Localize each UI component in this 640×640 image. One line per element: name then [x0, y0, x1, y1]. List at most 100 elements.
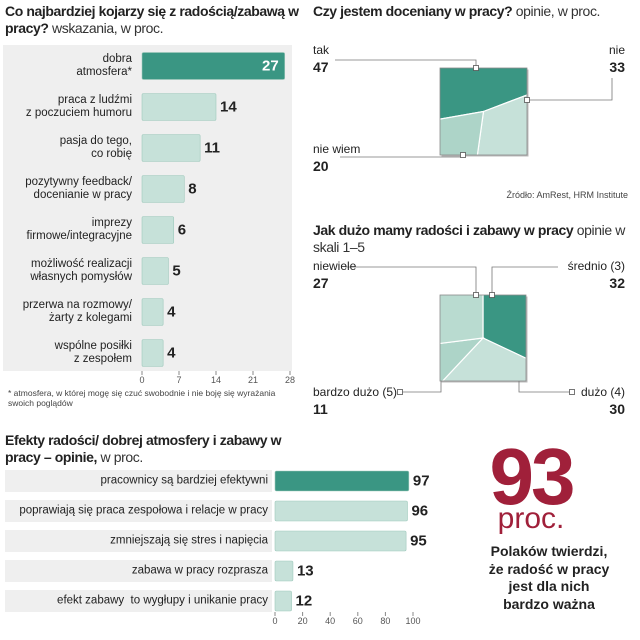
chart-heading: Czy jestem doceniany w pracy? opinie, w … [313, 3, 633, 20]
value-label: 97 [412, 472, 430, 490]
slice-label: nie wiem [313, 142, 361, 156]
category-label: imprezy firmowe/integracyjne [26, 216, 132, 242]
chart-heading: Co najbardziej kojarzy się z radością/za… [5, 3, 305, 37]
x-tick-label: 40 [325, 616, 336, 626]
x-tick-label: 80 [380, 616, 391, 626]
category-label: poprawiają się praca zespołowa i relacje… [19, 504, 268, 517]
chart-title: Czy jestem doceniany w pracy? [313, 3, 513, 19]
value-label: 4 [167, 344, 176, 362]
leader-line [335, 59, 477, 68]
slice-value: 32 [609, 275, 625, 291]
leader-marker [569, 389, 575, 395]
category-label: wspólne posiłki z zespołem [54, 339, 132, 365]
chart-subtitle: opinie, w proc. [515, 3, 601, 19]
slice-label: tak [313, 43, 330, 57]
bar [141, 175, 185, 203]
square-pie [440, 68, 527, 155]
callout-number: 93 [489, 432, 576, 521]
category-label: zmniejszają się stres i napięcia [110, 534, 268, 547]
leader-marker [397, 389, 403, 395]
value-label: 6 [177, 221, 187, 239]
bar [274, 590, 292, 612]
slice [440, 295, 484, 345]
value-label: 4 [167, 303, 176, 321]
slice-value: 33 [609, 59, 625, 75]
leader-line [527, 78, 613, 101]
category-label: pracownicy są bardziej efektywni [100, 474, 268, 487]
category-label: efekt zabawy to wygłupy i unikanie pracy [57, 594, 268, 607]
x-tick-label: 7 [176, 375, 182, 385]
bar [274, 560, 294, 582]
slice-value: 27 [313, 275, 329, 291]
callout-unit: proc. [497, 502, 565, 535]
bar [141, 298, 164, 326]
chart-title: Co najbardziej kojarzy się z radością/za… [5, 3, 299, 36]
chart-subtitle: wskazania, w proc. [52, 20, 164, 36]
x-tick-label: 20 [297, 616, 308, 626]
category-label: możliwość realizacji własnych pomysłów [30, 257, 132, 283]
row-background [5, 560, 272, 582]
source: Źródło: AmRest, HRM Institute [506, 190, 628, 200]
value-label: 96 [411, 502, 429, 520]
chart-subtitle: opinie w skali 1–5 [313, 222, 625, 255]
leader-marker [524, 97, 530, 103]
value-label: 14 [220, 98, 237, 116]
bar [141, 52, 286, 80]
leader-marker [473, 65, 479, 71]
slice [440, 68, 527, 120]
x-tick-label: 21 [247, 375, 259, 385]
slice [440, 110, 485, 155]
row-background [5, 500, 272, 522]
leader-line [491, 266, 558, 295]
callout-text: Polaków twierdzi, że radość w pracy jest… [488, 543, 610, 612]
slice [440, 337, 485, 381]
square-border [439, 67, 528, 156]
slice-value: 20 [313, 158, 329, 174]
x-tick-label: 14 [210, 375, 222, 385]
leader-marker [473, 292, 479, 298]
square-pie [440, 295, 526, 381]
chart-heading: Efekty radości/ dobrej atmosfery i zabaw… [5, 432, 305, 466]
category-label: zabawa w pracy rozprasza [131, 564, 268, 577]
row-background [5, 590, 272, 612]
bar [141, 257, 169, 285]
x-tick-label: 100 [405, 616, 421, 626]
row-background [5, 530, 272, 552]
chart-heading: Jak dużo mamy radości i zabawy w pracy o… [313, 222, 633, 256]
value-label: 5 [172, 262, 181, 280]
leader-marker [460, 152, 466, 158]
x-tick-label: 28 [284, 375, 296, 385]
slice [441, 337, 526, 381]
slice-value: 47 [313, 59, 329, 75]
leader-line [518, 381, 572, 393]
row-background [5, 470, 272, 492]
x-tick-label: 60 [352, 616, 363, 626]
value-label: 11 [204, 139, 220, 157]
value-label: 27 [262, 57, 279, 75]
value-label: 13 [296, 562, 314, 580]
bar [274, 470, 410, 492]
bar [141, 339, 164, 367]
value-label: 8 [188, 180, 197, 198]
footnote: * atmosfera, w której mogę się czuć swob… [8, 388, 276, 408]
category-label: pozytywny feedback/ docenianie w pracy [25, 175, 132, 201]
chart-title: Efekty radości/ dobrej atmosfery i zabaw… [5, 432, 282, 465]
slice-value: 11 [313, 401, 328, 417]
category-label: pasja do tego, co robię [59, 134, 132, 160]
slice [476, 94, 527, 155]
bar [141, 93, 217, 121]
slice-label: dużo (4) [580, 385, 625, 399]
x-tick-label: 0 [139, 375, 145, 385]
slice-label: niewiele [313, 259, 357, 273]
chart-subtitle: w proc. [100, 449, 144, 465]
bar [274, 500, 408, 522]
leader-line [345, 266, 477, 295]
x-tick-label: 0 [272, 616, 278, 626]
square-border [439, 294, 527, 382]
value-label: 12 [295, 592, 313, 610]
slice-label: bardzo dużo (5) [313, 385, 398, 399]
category-label: przerwa na rozmowy/ żarty z kolegami [22, 298, 132, 324]
slice-value: 30 [609, 401, 625, 417]
